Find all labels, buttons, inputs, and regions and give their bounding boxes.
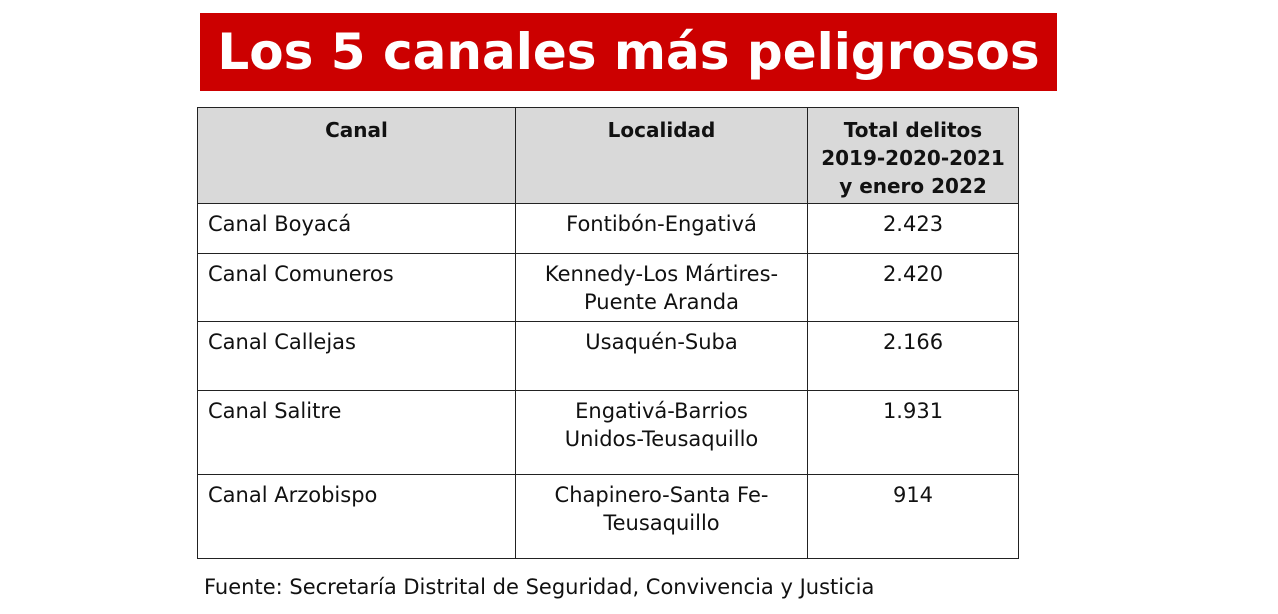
header-total-line2: 2019-2020-2021 bbox=[821, 146, 1005, 170]
cell-localidad: Fontibón-Engativá bbox=[515, 203, 808, 254]
table-row: Canal Arzobispo Chapinero-Santa Fe- Teus… bbox=[197, 474, 1019, 559]
header-canal: Canal bbox=[197, 107, 516, 204]
localidad-line: Puente Aranda bbox=[583, 290, 740, 314]
page-title: Los 5 canales más peligrosos bbox=[217, 23, 1040, 81]
cell-total: 1.931 bbox=[807, 390, 1019, 475]
cell-localidad: Engativá-Barrios Unidos-Teusaquillo bbox=[515, 390, 808, 475]
cell-canal: Canal Salitre bbox=[197, 390, 516, 475]
cell-canal: Canal Callejas bbox=[197, 321, 516, 391]
localidad-line: Unidos-Teusaquillo bbox=[564, 427, 759, 451]
cell-total: 2.423 bbox=[807, 203, 1019, 254]
localidad-line: Fontibón-Engativá bbox=[566, 212, 757, 236]
title-banner: Los 5 canales más peligrosos bbox=[200, 13, 1057, 91]
source-note: Fuente: Secretaría Distrital de Segurida… bbox=[204, 575, 875, 599]
data-table: Canal Localidad Total delitos 2019-2020-… bbox=[197, 107, 1019, 559]
cell-localidad: Usaquén-Suba bbox=[515, 321, 808, 391]
header-total: Total delitos 2019-2020-2021 y enero 202… bbox=[807, 107, 1019, 204]
table-header-row: Canal Localidad Total delitos 2019-2020-… bbox=[197, 107, 1019, 204]
table-row: Canal Salitre Engativá-Barrios Unidos-Te… bbox=[197, 390, 1019, 475]
localidad-line: Chapinero-Santa Fe- bbox=[554, 483, 769, 507]
header-total-line3: y enero 2022 bbox=[839, 174, 987, 198]
localidad-line: Kennedy-Los Mártires- bbox=[544, 262, 779, 286]
cell-total: 914 bbox=[807, 474, 1019, 559]
table-row: Canal Comuneros Kennedy-Los Mártires- Pu… bbox=[197, 253, 1019, 322]
localidad-line: Engativá-Barrios bbox=[575, 399, 748, 423]
header-localidad: Localidad bbox=[515, 107, 808, 204]
localidad-line: Usaquén-Suba bbox=[585, 330, 738, 354]
table-row: Canal Callejas Usaquén-Suba 2.166 bbox=[197, 321, 1019, 391]
header-total-line1: Total delitos bbox=[843, 118, 983, 142]
table-row: Canal Boyacá Fontibón-Engativá 2.423 bbox=[197, 203, 1019, 254]
cell-canal: Canal Boyacá bbox=[197, 203, 516, 254]
cell-total: 2.420 bbox=[807, 253, 1019, 322]
cell-localidad: Kennedy-Los Mártires- Puente Aranda bbox=[515, 253, 808, 322]
cell-localidad: Chapinero-Santa Fe- Teusaquillo bbox=[515, 474, 808, 559]
cell-canal: Canal Arzobispo bbox=[197, 474, 516, 559]
cell-total: 2.166 bbox=[807, 321, 1019, 391]
localidad-line: Teusaquillo bbox=[603, 511, 720, 535]
cell-canal: Canal Comuneros bbox=[197, 253, 516, 322]
